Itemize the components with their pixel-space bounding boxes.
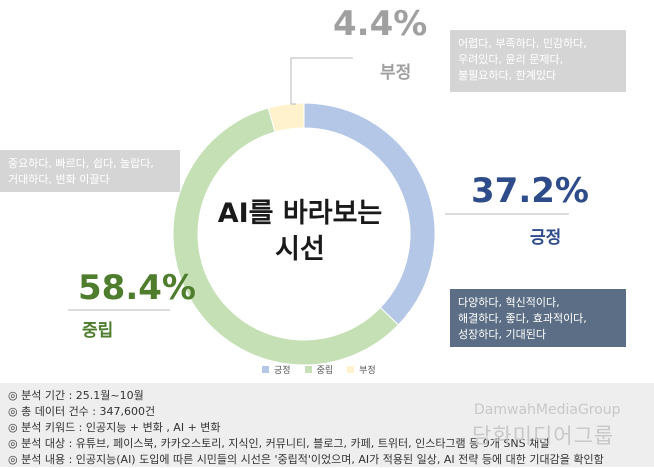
- legend-swatch-negative: [347, 366, 355, 373]
- analysis-info-panel: ◎ 분석 기간 : 25.1월~10월 ◎ 총 데이터 건수 : 347,600…: [0, 383, 654, 467]
- analysis-content: ◎ 분석 내용 : 인공지능(AI) 도입에 따른 시민들의 시선은 '중립적'…: [8, 453, 604, 466]
- legend-swatch-neutral: [304, 366, 312, 373]
- watermark-korean: 담화미디어그룹: [472, 424, 615, 448]
- analysis-period: ◎ 분석 기간 : 25.1월~10월: [8, 389, 144, 402]
- legend-item-positive: 긍정: [262, 363, 291, 376]
- analysis-targets: ◎ 분석 대상 : 유튜브, 페이스북, 카카오스토리, 지식인, 커뮤니티, …: [8, 437, 550, 450]
- neutral-keywords-bubble: 중요하다, 빠르다, 쉽다, 놀랍다, 거대하다, 변화 이끌다: [0, 150, 180, 192]
- legend-label-neutral: 중립: [316, 366, 334, 376]
- neutral-category-label: 중립: [82, 321, 114, 341]
- donut-slice-neutral: [172, 107, 400, 366]
- chart-legend: 긍정 중립 부정: [262, 363, 376, 376]
- neutral-percent-label: 58.4%: [78, 268, 196, 308]
- chart-title: AI를 바라보는 시선: [217, 198, 383, 265]
- positive-keywords-bubble: 다양하다, 혁신적이다, 해결하다, 좋다, 효과적이다, 성장하다, 기대된다: [450, 289, 626, 347]
- analysis-keywords: ◎ 분석 키워드 : 인공지능 + 변화 , AI + 변화: [8, 421, 221, 434]
- negative-percent-label: 4.4%: [333, 4, 428, 44]
- legend-item-negative: 부정: [347, 363, 376, 376]
- positive-category-label: 긍정: [530, 228, 562, 248]
- legend-item-neutral: 중립: [304, 363, 334, 376]
- total-data-count: ◎ 총 데이터 건수 : 347,600건: [8, 405, 156, 418]
- negative-category-label: 부정: [380, 63, 412, 83]
- watermark-english: DamwahMediaGroup: [474, 402, 621, 418]
- donut-slice-negative: [267, 102, 305, 133]
- legend-label-negative: 부정: [359, 366, 376, 376]
- legend-swatch-positive: [262, 366, 269, 373]
- legend-label-positive: 긍정: [274, 366, 291, 376]
- positive-percent-label: 37.2%: [471, 171, 589, 211]
- leader-line-negative: [290, 57, 353, 105]
- negative-keywords-bubble: 어렵다, 부족하다, 민감하다, 우려있다, 윤리 문제다, 불필요하다, 한계…: [450, 30, 626, 92]
